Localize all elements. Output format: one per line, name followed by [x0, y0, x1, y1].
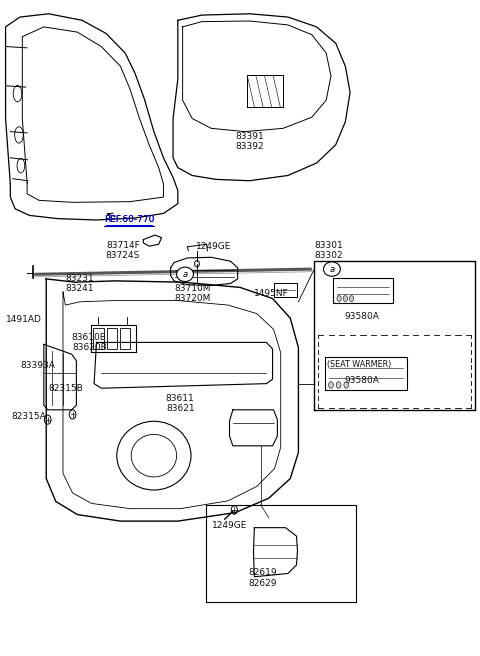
Text: 83611
83621: 83611 83621 — [166, 394, 194, 413]
Text: a: a — [329, 264, 335, 274]
Text: 83391
83392: 83391 83392 — [235, 132, 264, 151]
Ellipse shape — [344, 382, 348, 388]
Ellipse shape — [349, 296, 354, 302]
Text: 83393A: 83393A — [21, 361, 56, 370]
Ellipse shape — [337, 296, 341, 302]
Text: 82619
82629: 82619 82629 — [249, 568, 277, 588]
Ellipse shape — [329, 382, 333, 388]
Text: 1249GE: 1249GE — [196, 241, 231, 251]
Ellipse shape — [343, 296, 348, 302]
Text: 93580A: 93580A — [345, 376, 380, 385]
Text: (SEAT WARMER): (SEAT WARMER) — [326, 359, 391, 369]
Text: 83714F
83724S: 83714F 83724S — [106, 241, 140, 260]
Text: 1249GE: 1249GE — [212, 522, 247, 530]
Text: REF.60-770: REF.60-770 — [104, 215, 154, 224]
Text: 83301
83302: 83301 83302 — [314, 241, 343, 260]
Ellipse shape — [177, 267, 193, 281]
Text: 83231
83241: 83231 83241 — [65, 274, 94, 293]
Text: 1495NF: 1495NF — [254, 289, 288, 298]
Text: REF.60-770: REF.60-770 — [104, 215, 154, 224]
Text: 82315B: 82315B — [48, 384, 83, 393]
Ellipse shape — [324, 262, 340, 276]
Text: 83710M
83720M: 83710M 83720M — [174, 283, 210, 303]
Text: a: a — [182, 270, 188, 279]
Text: 83610B
83620B: 83610B 83620B — [72, 333, 107, 352]
Text: 82315A: 82315A — [11, 412, 46, 421]
Ellipse shape — [336, 382, 341, 388]
Text: 1491AD: 1491AD — [6, 315, 42, 324]
Text: 93580A: 93580A — [345, 312, 380, 321]
